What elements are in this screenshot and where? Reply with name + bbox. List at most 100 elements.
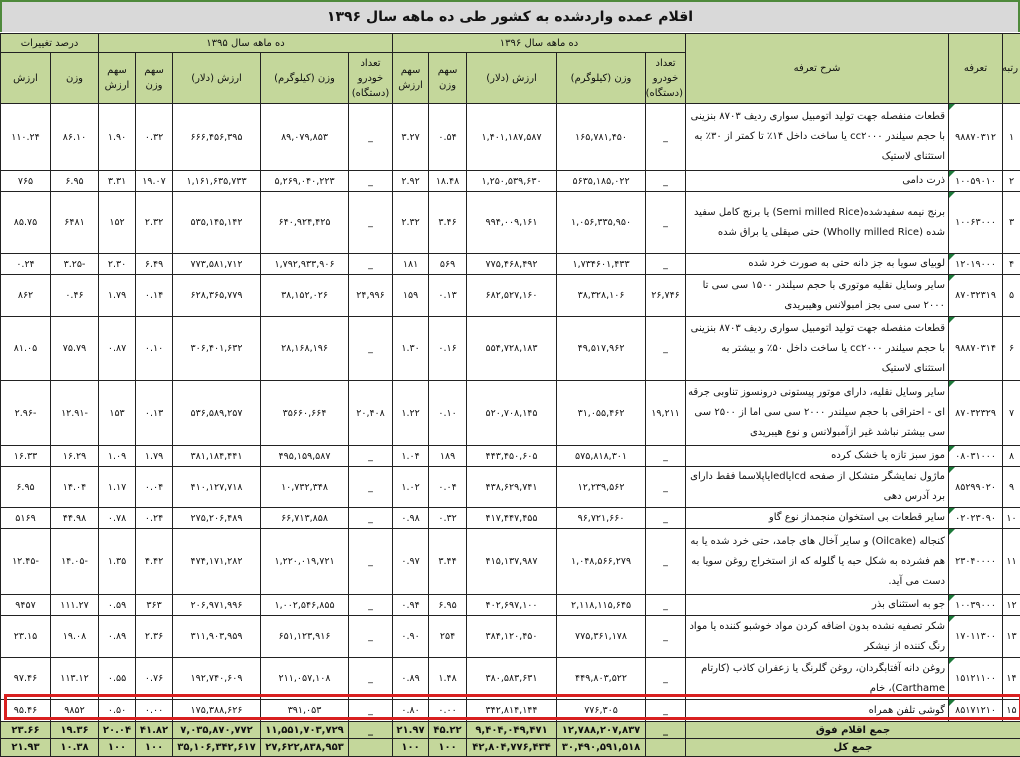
share-weight-1395-cell: ۰.۰۰ [136,700,173,722]
weight-1395-cell: ۳۹۱,۰۵۳ [261,700,349,722]
count-1395-cell: _ [349,700,393,722]
change-weight-cell: -۱۴.۰۵ [51,529,99,595]
share-value-1395-cell: ۰.۷۸ [99,508,136,529]
share-weight-1396-cell: ۲۵۴ [429,616,467,658]
description-cell: جو به استثنای بذر [686,595,949,616]
weight-1395-cell: ۵,۲۶۹,۰۴۰,۲۲۳ [261,171,349,192]
change-weight-cell: ۱۰.۳۸ [51,739,99,757]
header-change-weight: وزن [51,53,99,104]
weight-1396-cell: ۵۶۳۵,۱۸۵,۰۲۲ [557,171,646,192]
weight-1396-cell: ۹۶,۷۲۱,۶۶۰ [557,508,646,529]
tariff-cell: ۹۸۸۷۰۳۱۴ [949,317,1003,381]
share-weight-1396-cell: ۴۵.۲۲ [429,722,467,739]
share-value-1396-cell: ۰.۹۰ [393,616,429,658]
share-weight-1396-cell: ۱۰۰ [429,739,467,757]
weight-1396-cell: ۱۶۵,۷۸۱,۴۵۰ [557,104,646,171]
share-value-1395-cell: ۱۵۳ [99,381,136,446]
description-cell: کنجاله (Oilcake) و سایر آخال های جامد، ح… [686,529,949,595]
count-1396-cell: _ [646,508,686,529]
value-1395-cell: ۶۶۶,۴۵۶,۳۹۵ [173,104,261,171]
description-cell: ذرت دامی [686,171,949,192]
value-1396-cell: ۱,۲۵۰,۵۳۹,۶۳۰ [467,171,557,192]
share-value-1395-cell: ۱.۷۹ [99,275,136,317]
share-value-1395-cell: ۲۰.۰۴ [99,722,136,739]
rank-cell: ۱۰ [1003,508,1020,529]
change-weight-cell: ۸۶.۱۰ [51,104,99,171]
count-1396-cell: _ [646,104,686,171]
description-cell: لوبیای سویا به جز دانه حتی به صورت خرد ش… [686,254,949,275]
count-1395-cell: _ [349,192,393,254]
share-weight-1395-cell: ۲.۳۶ [136,616,173,658]
count-1396-cell [646,739,686,757]
header-group-change: درصد تغییرات [1,34,99,53]
rank-cell: ۱۳ [1003,616,1020,658]
tariff-cell: ۱۵۱۲۱۱۰۰ [949,658,1003,700]
weight-1395-cell: ۱۱,۵۵۱,۷۰۳,۷۲۹ [261,722,349,739]
header-count-1396: تعداد خودرو (دستگاه) [646,53,686,104]
change-weight-cell: ۱۶.۲۹ [51,446,99,467]
weight-1396-cell: ۲,۱۱۸,۱۱۵,۶۴۵ [557,595,646,616]
weight-1395-cell: ۳۵۶۶۰,۶۶۴ [261,381,349,446]
rank-cell: ۱۱ [1003,529,1020,595]
rank-cell: ۱۵ [1003,700,1020,722]
count-1396-cell: _ [646,722,686,739]
tariff-cell: ۰۸۰۳۱۰۰۰ [949,446,1003,467]
share-weight-1395-cell: ۰.۱۳ [136,381,173,446]
description-cell: سایر قطعات بی استخوان منجمداز نوع گاو [686,508,949,529]
value-1395-cell: ۷,۰۳۵,۸۷۰,۷۷۲ [173,722,261,739]
value-1396-cell: ۵۵۴,۷۲۸,۱۸۳ [467,317,557,381]
share-weight-1396-cell: ۱۸۹ [429,446,467,467]
weight-1395-cell: ۲۸,۱۶۸,۱۹۶ [261,317,349,381]
value-1396-cell: ۴۱۵,۱۳۷,۹۸۷ [467,529,557,595]
share-value-1396-cell: ۲.۹۲ [393,171,429,192]
share-value-1395-cell: ۱۵۲ [99,192,136,254]
tariff-cell: ۱۰۰۵۹۰۱۰ [949,171,1003,192]
change-weight-cell: ۱۹.۳۶ [51,722,99,739]
share-value-1396-cell: ۱۵۹ [393,275,429,317]
change-value-cell: ۲۳.۶۶ [1,722,51,739]
tariff-cell: ۸۷۰۳۲۳۲۹ [949,381,1003,446]
count-1396-cell: ۱۹,۲۱۱ [646,381,686,446]
value-1395-cell: ۱۷۵,۳۸۸,۶۲۶ [173,700,261,722]
share-value-1396-cell: ۰.۹۸ [393,508,429,529]
change-weight-cell: ۹۸۵۲ [51,700,99,722]
weight-1395-cell: ۱۰,۷۳۲,۳۴۸ [261,467,349,508]
description-cell: قطعات منفصله جهت تولید اتومبیل سواری ردی… [686,317,949,381]
sheet-title: اقلام عمده واردشده به کشور طی ده ماهه سا… [0,0,1020,32]
change-value-cell: -۲.۹۶ [1,381,51,446]
count-1396-cell: _ [646,616,686,658]
value-1395-cell: ۷۷۳,۵۸۱,۷۱۲ [173,254,261,275]
share-weight-1396-cell: ۵۶۹ [429,254,467,275]
change-value-cell: -۱۲.۴۵ [1,529,51,595]
share-value-1396-cell: ۱.۲۲ [393,381,429,446]
count-1395-cell: _ [349,171,393,192]
weight-1396-cell: ۱,۰۵۶,۳۳۵,۹۵۰ [557,192,646,254]
change-weight-cell: ۱۱۳.۱۲ [51,658,99,700]
description-cell: قطعات منفصله جهت تولید اتومبیل سواری ردی… [686,104,949,171]
value-1396-cell: ۴۲,۸۰۴,۷۷۶,۴۳۴ [467,739,557,757]
value-1396-cell: ۹۹۴,۰۰۹,۱۶۱ [467,192,557,254]
value-1395-cell: ۳۸۱,۱۸۴,۴۴۱ [173,446,261,467]
value-1395-cell: ۵۳۵,۱۴۵,۱۴۲ [173,192,261,254]
count-1396-cell: _ [646,254,686,275]
count-1396-cell: _ [646,171,686,192]
count-1396-cell: ۲۶,۷۴۶ [646,275,686,317]
share-value-1395-cell: ۰.۸۷ [99,317,136,381]
value-1396-cell: ۵۲۰,۷۰۸,۱۴۵ [467,381,557,446]
share-weight-1396-cell: ۰.۰۴ [429,467,467,508]
header-group-1396: ده ماهه سال ۱۳۹۶ [393,34,686,53]
change-value-cell: ۱۶.۳۳ [1,446,51,467]
count-1396-cell: _ [646,192,686,254]
count-1395-cell: _ [349,467,393,508]
share-value-1395-cell: ۱.۰۹ [99,446,136,467]
change-weight-cell: ۴۴.۹۸ [51,508,99,529]
header-weight-1395: وزن (کیلوگرم) [261,53,349,104]
